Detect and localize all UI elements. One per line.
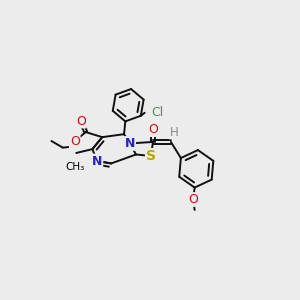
Text: H: H [169,126,178,139]
Text: N: N [92,154,102,167]
Text: Cl: Cl [151,106,164,119]
Text: CH₃: CH₃ [65,162,84,172]
Text: N: N [125,137,135,150]
Text: S: S [146,149,156,163]
Text: O: O [70,134,80,148]
Text: O: O [76,115,86,128]
Text: O: O [148,123,158,136]
Text: O: O [188,193,198,206]
